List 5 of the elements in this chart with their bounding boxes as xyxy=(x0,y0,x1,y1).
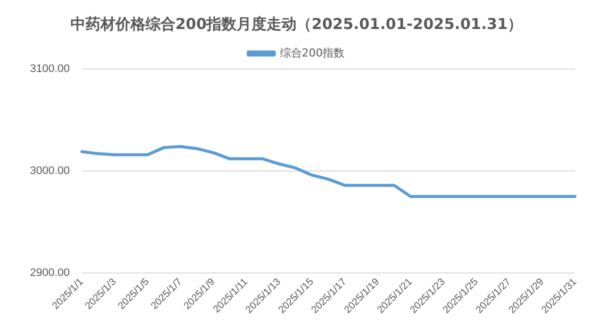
y-tick-label: 3000.00 xyxy=(30,165,70,178)
chart-title: 中药材价格综合200指数月度走动（2025.01.01-2025.01.31） xyxy=(70,14,523,33)
y-tick-label: 3100.00 xyxy=(30,63,70,76)
legend-label: 综合200指数 xyxy=(280,46,345,60)
y-tick-label: 2900.00 xyxy=(30,267,70,280)
